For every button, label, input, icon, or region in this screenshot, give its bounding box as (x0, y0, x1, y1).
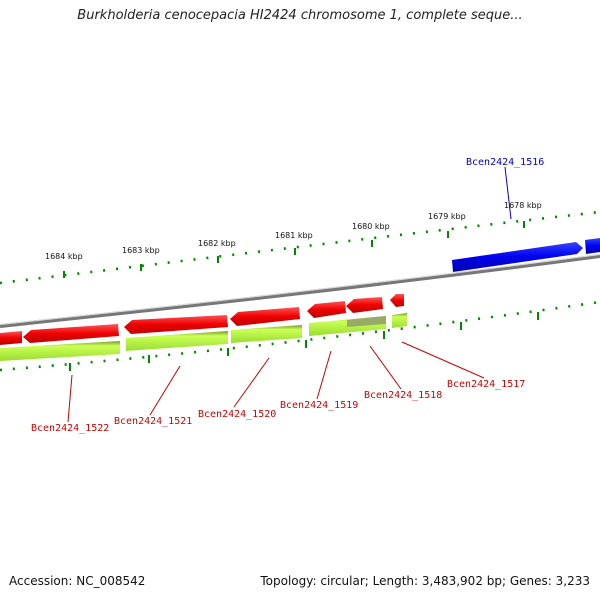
gene-arrow-bcen2424-1517[interactable] (346, 297, 383, 313)
feature-bar (392, 313, 407, 328)
leader-line-1519 (316, 350, 332, 400)
gene-label-bcen2424-1516[interactable]: Bcen2424_1516 (466, 157, 544, 168)
gene-label-bcen2424-1521[interactable]: Bcen2424_1521 (114, 416, 192, 427)
map-title: Burkholderia cenocepacia HI2424 chromoso… (77, 8, 523, 23)
scale-labels: 1684 kbp 1683 kbp 1682 kbp 1681 kbp 1680… (45, 201, 542, 261)
scale-label: 1684 kbp (45, 252, 83, 261)
outer-tick-dots (0, 210, 600, 285)
gene-arrow-forward-partial[interactable] (585, 238, 600, 254)
feature-bar (0, 341, 120, 361)
scale-label: 1683 kbp (122, 246, 160, 255)
scale-label: 1680 kbp (352, 222, 390, 231)
gene-arrow-bcen2424-1522-partial[interactable] (0, 331, 22, 345)
gene-label-bcen2424-1519[interactable]: Bcen2424_1519 (280, 400, 358, 411)
scale-label: 1679 kbp (428, 212, 466, 221)
feature-bar (231, 325, 302, 343)
leader-line-1521 (149, 365, 181, 416)
reverse-strand-genes (0, 294, 404, 345)
outer-tick-ring (0, 210, 600, 285)
scale-label: 1681 kbp (275, 231, 313, 240)
leader-line-1518 (369, 345, 402, 390)
gene-label-bcen2424-1520[interactable]: Bcen2424_1520 (198, 409, 276, 420)
gene-arrow-bcen2424-1519[interactable] (230, 307, 300, 326)
gene-arrow-bcen2424-1520[interactable] (124, 315, 228, 334)
gene-label-bcen2424-1518[interactable]: Bcen2424_1518 (364, 390, 442, 401)
scale-label: 1678 kbp (504, 201, 542, 210)
leader-line-1516 (504, 166, 512, 220)
inner-tick-dots (0, 300, 600, 372)
chromosome-backbone (0, 254, 600, 328)
gene-label-bcen2424-1517[interactable]: Bcen2424_1517 (447, 379, 525, 390)
feature-bars (0, 313, 407, 361)
feature-bar (126, 331, 228, 351)
genome-summary-text: Topology: circular; Length: 3,483,902 bp… (260, 574, 590, 588)
feature-bar-grey (347, 316, 386, 327)
gene-arrow-bcen2424-1521[interactable] (23, 324, 119, 343)
leader-line-1517 (401, 341, 485, 379)
accession-text: Accession: NC_008542 (9, 574, 146, 588)
leader-line-1520 (233, 357, 270, 408)
gene-arrow-small[interactable] (390, 294, 404, 307)
gene-labels: Bcen2424_1516 Bcen2424_1517 Bcen2424_151… (31, 157, 544, 434)
leader-line-1522 (67, 374, 73, 423)
inner-tick-ring (0, 300, 600, 372)
forward-strand-genes (452, 238, 600, 272)
gene-arrow-bcen2424-1518[interactable] (307, 301, 346, 318)
gene-arrow-bcen2424-1516[interactable] (452, 242, 583, 272)
chromosome-backbone-highlight (0, 254, 600, 325)
gene-label-bcen2424-1522[interactable]: Bcen2424_1522 (31, 423, 109, 434)
leader-lines (67, 166, 512, 423)
scale-label: 1682 kbp (198, 239, 236, 248)
